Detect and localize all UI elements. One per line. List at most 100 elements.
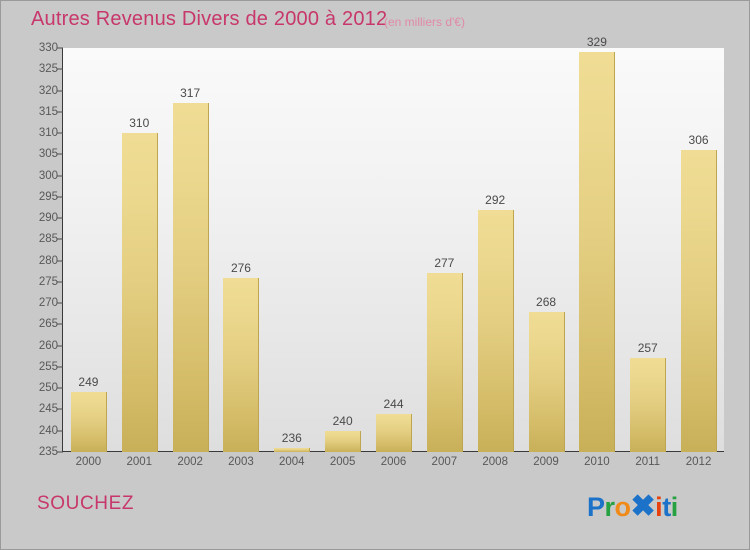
y-axis-tick-label: 270 (38, 297, 58, 310)
x-axis-tick: 2001 (122, 456, 157, 474)
commune-label: SOUCHEZ (37, 493, 135, 514)
bar[interactable] (376, 413, 412, 452)
y-axis-tick-label: 250 (38, 382, 58, 395)
bar-group: 310 (121, 48, 158, 452)
x-axis-tick-label: 2002 (177, 456, 203, 468)
x-axis-tick-label: 2006 (380, 456, 407, 468)
bar-value-label: 249 (78, 375, 99, 390)
y-axis-tick-label: 235 (38, 446, 58, 458)
y-axis-tick-label: 295 (38, 190, 58, 203)
bar-value-label: 276 (230, 260, 251, 275)
bar[interactable] (274, 447, 311, 452)
x-axis-tick-label: 2003 (228, 456, 254, 468)
y-axis-tick-mark (57, 111, 63, 113)
bar-value-label: 257 (637, 341, 658, 356)
y-axis-tick-label: 300 (38, 169, 58, 182)
page-title: Autres Revenus Divers de 2000 à 2012 (31, 8, 388, 30)
bar-group: 244 (376, 48, 412, 452)
y-axis-tick-label: 240 (38, 424, 58, 437)
y-axis-tick-label: 265 (38, 318, 58, 331)
logo-letter: i (670, 492, 679, 522)
x-axis-tick: 2008 (478, 456, 513, 474)
y-axis-tick-label: 320 (38, 84, 58, 97)
x-axis-tick: 2003 (223, 456, 258, 474)
bar-value-label: 268 (536, 294, 557, 309)
y-axis-tick-label: 285 (38, 233, 58, 246)
bar-group: 306 (681, 48, 718, 452)
y-axis-tick-mark (57, 451, 63, 453)
x-axis-labels: 2000 2001 2002 2003 2004 2005 2006 2007 2008 2009… (63, 456, 724, 476)
bar[interactable] (223, 277, 260, 452)
y-axis-tick-label: 330 (38, 42, 58, 54)
y-axis-tick-mark (57, 238, 63, 240)
bar[interactable] (579, 52, 616, 452)
logo-letter: ✖ (630, 490, 656, 523)
bar-group: 317 (172, 48, 209, 452)
bar-group: 277 (426, 48, 463, 452)
y-axis-tick-mark (57, 153, 63, 155)
logo-letter: r (604, 492, 616, 522)
bar[interactable] (528, 311, 565, 452)
bar-value-label: 310 (129, 116, 150, 131)
x-axis-tick-label: 2005 (329, 456, 356, 468)
y-axis-tick-label: 245 (38, 403, 58, 416)
y-axis-tick-label: 290 (38, 212, 58, 225)
x-axis-tick: 2011 (630, 456, 665, 474)
y-axis-tick-mark (57, 196, 63, 198)
bar-group: 236 (274, 48, 311, 452)
y-axis-tick-label: 305 (38, 148, 58, 161)
bar[interactable] (630, 358, 667, 452)
bar-group: 276 (223, 48, 260, 452)
chart-header: Autres Revenus Divers de 2000 à 2012 (en… (1, 1, 750, 41)
bar-series: 249 310 317 276 236 240 244 277 292 268 329 257 306 (63, 35, 724, 452)
y-axis-tick-mark (57, 47, 63, 49)
y-axis-tick-mark (57, 217, 63, 219)
y-axis-tick-label: 260 (38, 339, 58, 352)
x-axis-tick-label: 2007 (431, 456, 458, 468)
bar[interactable] (172, 103, 209, 452)
bar-value-label: 240 (332, 413, 353, 428)
logo-letter: P (587, 492, 605, 522)
x-axis-tick-label: 2011 (635, 456, 661, 468)
bar[interactable] (426, 273, 463, 452)
y-axis-tick-mark (57, 387, 63, 389)
y-axis-tick-mark (57, 345, 63, 347)
x-axis-tick-label: 2001 (126, 456, 153, 468)
y-axis-tick-mark (57, 302, 63, 304)
y-axis-tick-mark (57, 132, 63, 134)
bar-value-label: 317 (180, 86, 201, 101)
proxiti-logo[interactable]: Pro✖iti (587, 489, 678, 524)
chart-footer: SOUCHEZ Pro✖iti (1, 481, 750, 550)
bar[interactable] (681, 150, 718, 452)
bar[interactable] (121, 133, 158, 452)
bar-group: 268 (528, 48, 565, 452)
y-axis-tick-label: 315 (38, 105, 58, 118)
y-axis-tick-label: 310 (38, 127, 58, 140)
y-axis-tick-mark (57, 366, 63, 368)
bar-value-label: 306 (688, 133, 709, 148)
x-axis-tick-label: 2004 (279, 456, 305, 468)
bar-value-label: 244 (383, 396, 404, 411)
y-axis-tick-mark (57, 408, 63, 410)
x-axis-tick-label: 2010 (584, 456, 610, 468)
chart-unit-subtitle: (en milliers d'€) (384, 15, 465, 29)
x-axis-tick: 2006 (376, 456, 411, 474)
y-axis-tick-mark (57, 68, 63, 70)
bar-group: 249 (70, 48, 107, 452)
bar-group: 329 (579, 35, 616, 452)
bar-value-label: 277 (434, 256, 455, 271)
y-axis-tick-label: 255 (38, 360, 58, 373)
bar-group: 292 (477, 48, 514, 452)
logo-letter: i (655, 492, 663, 522)
x-axis-tick: 2012 (681, 456, 716, 474)
bar[interactable] (70, 392, 107, 452)
bar[interactable] (477, 209, 514, 452)
x-axis-tick-label: 2012 (685, 456, 712, 468)
y-axis-tick-mark (57, 430, 63, 432)
bar-value-label: 236 (281, 430, 302, 445)
y-axis-tick-mark (57, 323, 63, 325)
bar[interactable] (325, 430, 362, 452)
logo-letter: t (662, 492, 671, 522)
x-axis-tick: 2002 (173, 456, 208, 474)
